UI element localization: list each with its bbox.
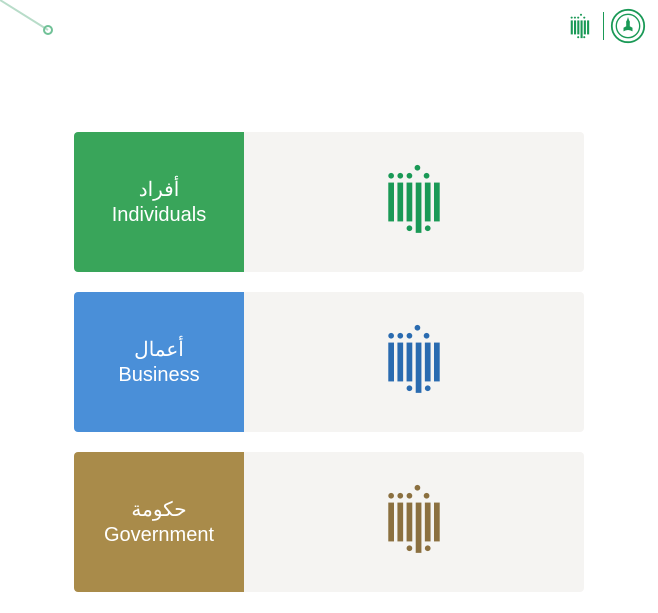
card-government-label: حكومة Government xyxy=(74,452,244,592)
card-government-ar: حكومة xyxy=(131,497,186,522)
cards-container: أفراد Individuals xyxy=(74,132,584,592)
card-individuals[interactable]: أفراد Individuals xyxy=(74,132,584,272)
card-individuals-label: أفراد Individuals xyxy=(74,132,244,272)
header xyxy=(565,8,646,44)
card-business-label: أعمال Business xyxy=(74,292,244,432)
card-government-logo-panel xyxy=(244,452,584,592)
card-government[interactable]: حكومة Government xyxy=(74,452,584,592)
absher-business-icon xyxy=(374,322,454,402)
card-individuals-en: Individuals xyxy=(112,204,207,227)
card-business[interactable]: أعمال Business xyxy=(74,292,584,432)
absher-individuals-icon xyxy=(374,162,454,242)
card-business-en: Business xyxy=(118,364,199,387)
card-government-en: Government xyxy=(104,524,214,547)
moi-emblem-icon xyxy=(610,8,646,44)
card-individuals-ar: أفراد xyxy=(139,177,180,202)
card-individuals-logo-panel xyxy=(244,132,584,272)
card-business-ar: أعمال xyxy=(134,337,184,362)
card-business-logo-panel xyxy=(244,292,584,432)
absher-government-icon xyxy=(374,482,454,562)
absher-logo-icon xyxy=(565,12,597,40)
header-divider xyxy=(603,12,604,40)
header-deco-line xyxy=(0,0,70,50)
